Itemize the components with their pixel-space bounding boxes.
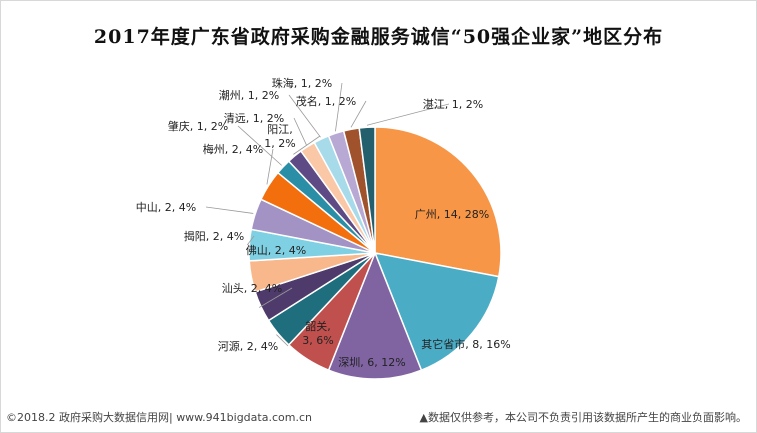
leader-line-13 — [288, 94, 321, 138]
leader-line-4 — [276, 334, 289, 347]
footer-disclaimer: ▲数据仅供参考，本公司不负责引用该数据所产生的商业负面影响。 — [419, 411, 747, 424]
pie-slice-16 — [358, 126, 376, 254]
slice-label-8: 中山, 2, 4% — [136, 201, 196, 214]
slice-label-9: 梅州, 2, 4% — [203, 142, 263, 156]
pie-slice-0 — [374, 126, 502, 278]
leader-line-14 — [335, 82, 343, 132]
leader-line-5 — [258, 287, 293, 308]
leader-line-15 — [350, 100, 367, 128]
slice-label-14: 珠海, 1, 2% — [272, 76, 332, 90]
slice-label-15: 茂名, 1, 2% — [296, 94, 356, 108]
chart-title: 2017年度广东省政府采购金融服务诚信“50强企业家”地区分布 — [93, 26, 664, 48]
slice-label-0: 广州, 14, 28% — [415, 208, 489, 221]
pie-slice-1 — [373, 252, 500, 372]
slice-label-12: 清远, 1, 2% — [224, 112, 284, 125]
slice-label-16: 湛江, 1, 2% — [423, 98, 483, 111]
slice-label-11: 阳江, 1, 2% — [264, 123, 295, 150]
slice-label-7: 揭阳, 2, 4% — [184, 229, 244, 243]
slice-label-6: 佛山, 2, 4% — [246, 244, 306, 257]
leader-line-11 — [293, 135, 321, 155]
footer-copyright: ©2018.2 政府采购大数据信用网| www.941bigdata.com.c… — [6, 411, 312, 424]
leader-line-10 — [237, 125, 282, 166]
leader-line-7 — [246, 235, 255, 246]
leader-line-9 — [266, 148, 274, 185]
slice-label-2: 深圳, 6, 12% — [338, 356, 405, 369]
slice-label-1: 其它省市, 8, 16% — [421, 337, 510, 351]
slice-label-10: 肇庆, 1, 2% — [168, 119, 228, 133]
leader-line-16 — [366, 103, 450, 126]
slice-label-13: 潮州, 1, 2% — [219, 88, 279, 102]
leader-line-8 — [205, 206, 254, 214]
slice-label-3: 韶关, 3, 6% — [302, 319, 333, 347]
leader-line-12 — [293, 117, 307, 146]
slice-label-5: 汕头, 2, 4% — [222, 282, 282, 295]
slice-label-4: 河源, 2, 4% — [218, 339, 278, 353]
pie-slice-2 — [327, 250, 423, 380]
